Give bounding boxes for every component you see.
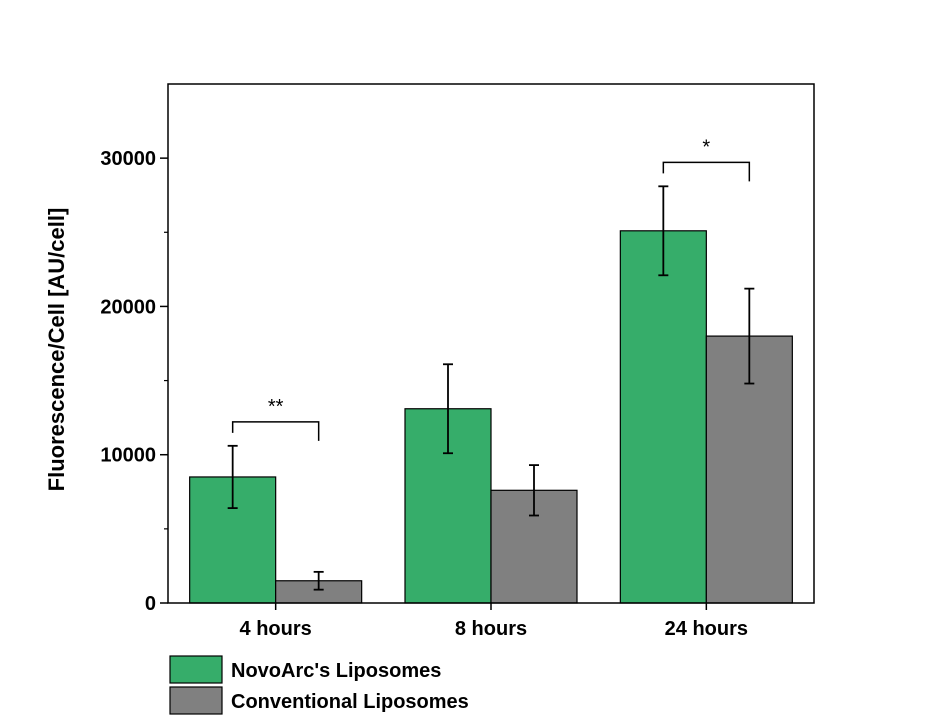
- y-tick-label: 30000: [100, 148, 156, 170]
- y-axis: 0 10000 20000 30000: [100, 148, 168, 615]
- legend-swatch: [169, 686, 223, 715]
- y-axis-title: Fluorescence/Cell [AU/cell]: [44, 208, 69, 492]
- significance-bracket: [231, 421, 320, 441]
- legend-label: Conventional Liposomes: [231, 691, 469, 713]
- significance-label: *: [702, 136, 710, 158]
- x-tick-label: 4 hours: [240, 618, 312, 640]
- x-tick-label: 24 hours: [665, 618, 748, 640]
- legend-swatch: [169, 655, 223, 684]
- significance-label: **: [268, 396, 284, 418]
- bars-layer: [189, 230, 793, 604]
- y-tick-label: 20000: [100, 296, 156, 318]
- y-tick-label: 0: [145, 593, 156, 615]
- significance-bracket: [662, 161, 751, 182]
- legend-label: NovoArc's Liposomes: [231, 660, 441, 682]
- y-tick-label: 10000: [100, 445, 156, 467]
- bar: [619, 230, 707, 604]
- legend: NovoArc's Liposomes Conventional Liposome…: [169, 655, 469, 715]
- x-tick-label: 8 hours: [455, 618, 527, 640]
- x-axis: 4 hours 8 hours 24 hours: [240, 603, 748, 640]
- error-bars-layer: [227, 185, 755, 591]
- significance-layer: ***: [231, 136, 751, 441]
